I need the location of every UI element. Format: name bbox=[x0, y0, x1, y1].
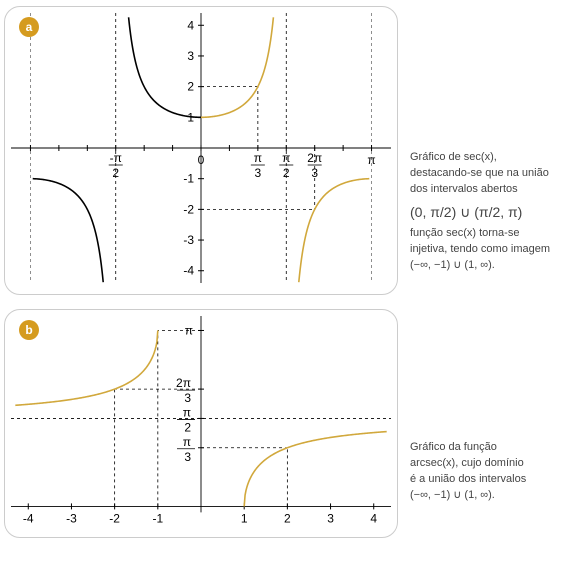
badge-b: b bbox=[19, 320, 39, 340]
svg-text:2: 2 bbox=[184, 420, 191, 434]
svg-text:4: 4 bbox=[370, 511, 377, 525]
svg-text:4: 4 bbox=[187, 18, 194, 32]
caption-a-line: injetiva, tendo como imagem bbox=[410, 242, 550, 258]
chart-card-a: a -4-3-2-11234-π20π3π22π3π bbox=[4, 6, 398, 295]
svg-text:2: 2 bbox=[112, 166, 119, 180]
svg-text:1: 1 bbox=[241, 511, 248, 525]
caption-a-line: (0, π/2) ∪ (π/2, π) bbox=[410, 198, 550, 226]
arcsec-chart: -4-3-2-11234π3π22π3π bbox=[11, 316, 391, 526]
svg-text:π: π bbox=[183, 405, 191, 419]
svg-text:2: 2 bbox=[284, 511, 291, 525]
svg-text:-2: -2 bbox=[109, 511, 120, 525]
svg-text:2: 2 bbox=[187, 80, 194, 94]
caption-a-line: Gráfico de sec(x), bbox=[410, 150, 550, 166]
caption-a: Gráfico de sec(x), destacando-se que na … bbox=[410, 150, 550, 274]
badge-a: a bbox=[19, 17, 39, 37]
svg-text:π: π bbox=[367, 153, 375, 167]
svg-text:2π: 2π bbox=[176, 376, 191, 390]
svg-text:3: 3 bbox=[255, 166, 262, 180]
caption-b-line: é a união dos intervalos bbox=[410, 472, 550, 488]
svg-text:-1: -1 bbox=[152, 511, 163, 525]
svg-text:3: 3 bbox=[184, 450, 191, 464]
svg-text:-π: -π bbox=[110, 151, 122, 165]
svg-text:π: π bbox=[183, 435, 191, 449]
svg-text:π: π bbox=[282, 151, 290, 165]
svg-text:2: 2 bbox=[283, 166, 290, 180]
svg-text:-3: -3 bbox=[66, 511, 77, 525]
svg-text:-4: -4 bbox=[23, 511, 34, 525]
svg-text:-4: -4 bbox=[183, 264, 194, 278]
svg-text:-2: -2 bbox=[183, 202, 194, 216]
svg-text:3: 3 bbox=[187, 49, 194, 63]
caption-a-line: função sec(x) torna-se bbox=[410, 226, 550, 242]
caption-b-line: Gráfico da função bbox=[410, 440, 550, 456]
caption-b: Gráfico da função arcsec(x), cujo domíni… bbox=[410, 440, 550, 504]
svg-text:-1: -1 bbox=[183, 172, 194, 186]
svg-text:3: 3 bbox=[184, 391, 191, 405]
caption-b-line: (−∞, −1) ∪ (1, ∞). bbox=[410, 488, 550, 504]
svg-text:0: 0 bbox=[198, 153, 205, 167]
chart-card-b: b -4-3-2-11234π3π22π3π bbox=[4, 309, 398, 538]
caption-a-line: dos intervalos abertos bbox=[410, 182, 550, 198]
svg-text:π: π bbox=[254, 151, 262, 165]
sec-chart: -4-3-2-11234-π20π3π22π3π bbox=[11, 13, 391, 283]
caption-a-line: (−∞, −1) ∪ (1, ∞). bbox=[410, 258, 550, 274]
caption-a-line: destacando-se que na união bbox=[410, 166, 550, 182]
svg-text:3: 3 bbox=[327, 511, 334, 525]
svg-text:-3: -3 bbox=[183, 233, 194, 247]
caption-b-line: arcsec(x), cujo domínio bbox=[410, 456, 550, 472]
